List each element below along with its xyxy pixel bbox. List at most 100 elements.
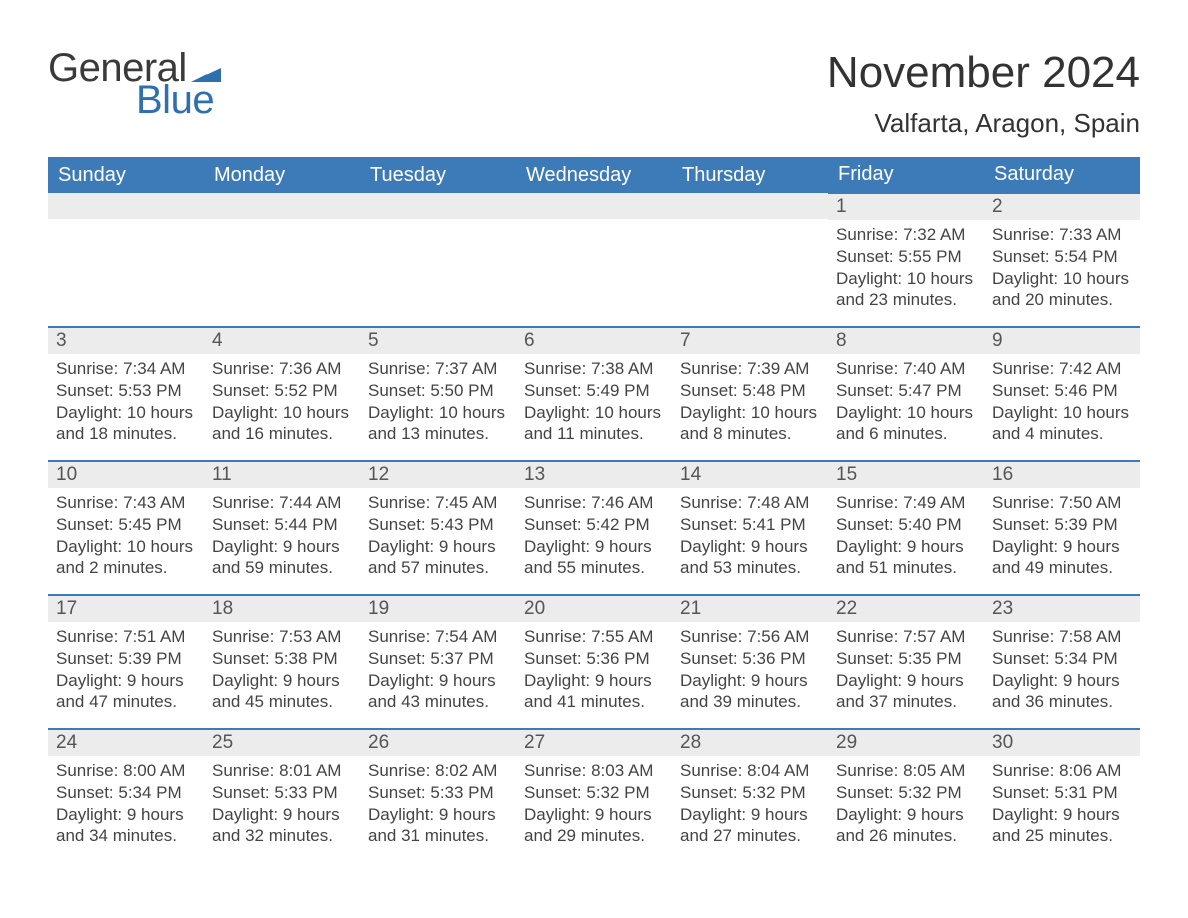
day-d2: and 47 minutes.	[56, 691, 196, 713]
day-body: Sunrise: 7:39 AMSunset: 5:48 PMDaylight:…	[672, 354, 828, 451]
day-sunset: Sunset: 5:33 PM	[212, 782, 352, 804]
day-number: 25	[204, 730, 360, 756]
day-body: Sunrise: 7:50 AMSunset: 5:39 PMDaylight:…	[984, 488, 1140, 585]
day-number: 16	[984, 462, 1140, 488]
calendar-day-cell: 18Sunrise: 7:53 AMSunset: 5:38 PMDayligh…	[204, 595, 360, 729]
day-d1: Daylight: 9 hours	[212, 804, 352, 826]
day-number: 5	[360, 328, 516, 354]
calendar-day-cell: 28Sunrise: 8:04 AMSunset: 5:32 PMDayligh…	[672, 729, 828, 863]
day-sunset: Sunset: 5:32 PM	[524, 782, 664, 804]
day-sunrise: Sunrise: 7:39 AM	[680, 358, 820, 380]
calendar-day-cell: 12Sunrise: 7:45 AMSunset: 5:43 PMDayligh…	[360, 461, 516, 595]
day-d1: Daylight: 10 hours	[992, 268, 1132, 290]
weekday-header: Tuesday	[360, 157, 516, 193]
day-d1: Daylight: 10 hours	[836, 268, 976, 290]
day-sunrise: Sunrise: 8:04 AM	[680, 760, 820, 782]
day-body: Sunrise: 7:53 AMSunset: 5:38 PMDaylight:…	[204, 622, 360, 719]
weekday-header: Sunday	[48, 157, 204, 193]
calendar-day-cell	[204, 193, 360, 327]
header: General Blue November 2024 Valfarta, Ara…	[48, 48, 1140, 139]
empty-day-strip	[360, 193, 516, 219]
day-sunset: Sunset: 5:42 PM	[524, 514, 664, 536]
calendar-day-cell: 24Sunrise: 8:00 AMSunset: 5:34 PMDayligh…	[48, 729, 204, 863]
day-number: 20	[516, 596, 672, 622]
calendar-week-row: 3Sunrise: 7:34 AMSunset: 5:53 PMDaylight…	[48, 327, 1140, 461]
day-number: 8	[828, 328, 984, 354]
day-sunset: Sunset: 5:44 PM	[212, 514, 352, 536]
calendar-day-cell: 6Sunrise: 7:38 AMSunset: 5:49 PMDaylight…	[516, 327, 672, 461]
day-sunset: Sunset: 5:31 PM	[992, 782, 1132, 804]
day-sunrise: Sunrise: 7:32 AM	[836, 224, 976, 246]
calendar-day-cell: 2Sunrise: 7:33 AMSunset: 5:54 PMDaylight…	[984, 193, 1140, 327]
day-number: 21	[672, 596, 828, 622]
day-number: 27	[516, 730, 672, 756]
day-sunset: Sunset: 5:47 PM	[836, 380, 976, 402]
day-body: Sunrise: 7:54 AMSunset: 5:37 PMDaylight:…	[360, 622, 516, 719]
day-d2: and 18 minutes.	[56, 423, 196, 445]
day-sunrise: Sunrise: 7:36 AM	[212, 358, 352, 380]
day-sunrise: Sunrise: 8:03 AM	[524, 760, 664, 782]
calendar-day-cell: 10Sunrise: 7:43 AMSunset: 5:45 PMDayligh…	[48, 461, 204, 595]
day-sunrise: Sunrise: 7:53 AM	[212, 626, 352, 648]
day-d2: and 57 minutes.	[368, 557, 508, 579]
day-number: 12	[360, 462, 516, 488]
day-sunrise: Sunrise: 7:44 AM	[212, 492, 352, 514]
day-sunset: Sunset: 5:38 PM	[212, 648, 352, 670]
day-body: Sunrise: 8:02 AMSunset: 5:33 PMDaylight:…	[360, 756, 516, 853]
day-number: 14	[672, 462, 828, 488]
day-sunset: Sunset: 5:34 PM	[992, 648, 1132, 670]
calendar-day-cell: 15Sunrise: 7:49 AMSunset: 5:40 PMDayligh…	[828, 461, 984, 595]
day-body: Sunrise: 7:51 AMSunset: 5:39 PMDaylight:…	[48, 622, 204, 719]
empty-day-strip	[672, 193, 828, 219]
day-number: 28	[672, 730, 828, 756]
day-d1: Daylight: 10 hours	[368, 402, 508, 424]
day-d1: Daylight: 9 hours	[992, 670, 1132, 692]
calendar-day-cell: 5Sunrise: 7:37 AMSunset: 5:50 PMDaylight…	[360, 327, 516, 461]
day-number: 3	[48, 328, 204, 354]
day-d1: Daylight: 10 hours	[992, 402, 1132, 424]
empty-day-strip	[48, 193, 204, 219]
day-number: 1	[828, 194, 984, 220]
day-sunset: Sunset: 5:36 PM	[524, 648, 664, 670]
day-body: Sunrise: 7:38 AMSunset: 5:49 PMDaylight:…	[516, 354, 672, 451]
weekday-header: Thursday	[672, 157, 828, 193]
day-d2: and 43 minutes.	[368, 691, 508, 713]
day-sunset: Sunset: 5:43 PM	[368, 514, 508, 536]
day-number: 11	[204, 462, 360, 488]
day-d2: and 25 minutes.	[992, 825, 1132, 847]
day-d1: Daylight: 9 hours	[368, 536, 508, 558]
day-sunset: Sunset: 5:50 PM	[368, 380, 508, 402]
day-sunrise: Sunrise: 7:48 AM	[680, 492, 820, 514]
day-d1: Daylight: 9 hours	[524, 536, 664, 558]
day-d1: Daylight: 9 hours	[680, 670, 820, 692]
day-d2: and 31 minutes.	[368, 825, 508, 847]
day-d2: and 29 minutes.	[524, 825, 664, 847]
day-d2: and 59 minutes.	[212, 557, 352, 579]
day-body: Sunrise: 7:43 AMSunset: 5:45 PMDaylight:…	[48, 488, 204, 585]
day-sunset: Sunset: 5:54 PM	[992, 246, 1132, 268]
day-sunset: Sunset: 5:39 PM	[992, 514, 1132, 536]
calendar-week-row: 17Sunrise: 7:51 AMSunset: 5:39 PMDayligh…	[48, 595, 1140, 729]
day-d2: and 36 minutes.	[992, 691, 1132, 713]
day-body: Sunrise: 8:04 AMSunset: 5:32 PMDaylight:…	[672, 756, 828, 853]
day-sunrise: Sunrise: 8:01 AM	[212, 760, 352, 782]
day-body: Sunrise: 8:06 AMSunset: 5:31 PMDaylight:…	[984, 756, 1140, 853]
day-d1: Daylight: 9 hours	[368, 670, 508, 692]
weekday-header: Monday	[204, 157, 360, 193]
day-body: Sunrise: 7:34 AMSunset: 5:53 PMDaylight:…	[48, 354, 204, 451]
day-number: 19	[360, 596, 516, 622]
day-sunrise: Sunrise: 7:33 AM	[992, 224, 1132, 246]
day-sunset: Sunset: 5:36 PM	[680, 648, 820, 670]
day-d2: and 16 minutes.	[212, 423, 352, 445]
weekday-header-row: Sunday Monday Tuesday Wednesday Thursday…	[48, 157, 1140, 193]
day-d1: Daylight: 10 hours	[680, 402, 820, 424]
day-d2: and 8 minutes.	[680, 423, 820, 445]
day-d2: and 41 minutes.	[524, 691, 664, 713]
day-sunrise: Sunrise: 7:43 AM	[56, 492, 196, 514]
day-number: 15	[828, 462, 984, 488]
calendar-day-cell: 14Sunrise: 7:48 AMSunset: 5:41 PMDayligh…	[672, 461, 828, 595]
day-body: Sunrise: 7:42 AMSunset: 5:46 PMDaylight:…	[984, 354, 1140, 451]
day-d1: Daylight: 9 hours	[836, 670, 976, 692]
day-number: 10	[48, 462, 204, 488]
day-d1: Daylight: 9 hours	[368, 804, 508, 826]
